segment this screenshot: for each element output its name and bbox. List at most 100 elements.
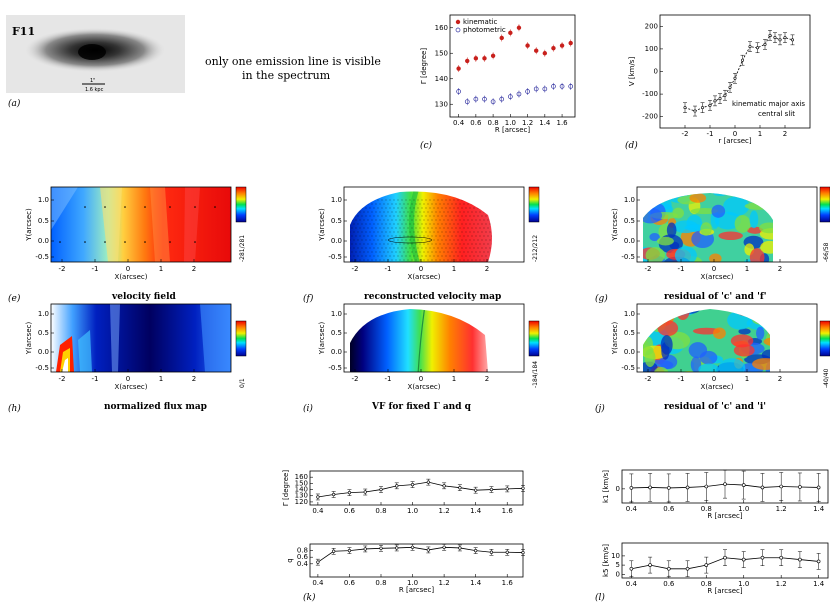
f-grid-dot (435, 203, 437, 205)
d-point (728, 85, 732, 89)
f-grid-dot (467, 235, 469, 237)
f-grid-dot (471, 219, 473, 221)
d-xtick-label: 0 (733, 130, 737, 138)
f-xtick-label: 1 (452, 265, 456, 273)
k2-point (521, 550, 525, 555)
f-grid-dot (427, 243, 429, 245)
f-grid-dot (449, 215, 451, 217)
d-legend-major-axis: kinematic major axis (732, 100, 805, 108)
f-grid-dot (433, 207, 435, 209)
panel-letter-c: (c) (420, 140, 433, 151)
panel-c-gamma-plot: 0.4 0.6 0.8 1.0 1.2 1.4 1.6 130 140 150 160 R [arcs… (420, 14, 576, 134)
f-grid-dot (385, 223, 387, 225)
f-grid-dot (467, 259, 469, 261)
h-ytick-label: -0.5 (35, 364, 49, 372)
f-grid-dot (439, 211, 441, 213)
l1-xlabel: R [arcsec] (707, 512, 742, 520)
blobs-g-blob (645, 247, 665, 262)
i-xtick-label: 1 (452, 375, 456, 383)
d-point (778, 38, 782, 42)
f-grid-dot (401, 255, 403, 257)
h-xlabel: X(arcsec) (115, 383, 148, 391)
f-grid-dot (437, 239, 439, 241)
f-grid-dot (389, 207, 391, 209)
f-grid-dot (433, 215, 435, 217)
f-grid-dot (353, 199, 355, 201)
f-grid-dot (413, 207, 415, 209)
e-xtick-label: 1 (159, 265, 163, 273)
f-grid-dot (363, 211, 365, 213)
f-grid-dot (441, 231, 443, 233)
f-grid-dot (441, 247, 443, 249)
d-point (748, 45, 752, 49)
panel-letter-d: (d) (625, 140, 638, 151)
f-grid-dot (397, 199, 399, 201)
f-grid-dot (441, 255, 443, 257)
f-grid-dot (357, 199, 359, 201)
f-grid-dot (433, 231, 435, 233)
f-grid-dot (481, 199, 483, 201)
panel-h-axes: -2 -1 0 1 2 1.0 0.5 0.0 -0.5 X(arcsec) Y(arcsec) (25, 303, 232, 391)
f-grid-dot (393, 255, 395, 257)
c-legend-marker-kinematic (455, 19, 461, 25)
f-grid-dot (417, 215, 419, 217)
f-grid-dot (427, 227, 429, 229)
f-grid-dot (437, 207, 439, 209)
f-grid-dot (449, 239, 451, 241)
f-grid-dot (379, 251, 381, 253)
f-grid-dot (383, 235, 385, 237)
f-grid-dot (457, 215, 459, 217)
f-grid-dot (487, 211, 489, 213)
f-grid-dot (385, 231, 387, 233)
l1-point (723, 482, 727, 486)
f-grid-dot (355, 243, 357, 245)
f-grid-dot (453, 199, 455, 201)
f-grid-dot (377, 199, 379, 201)
i-ytick-label: 1.0 (331, 310, 342, 318)
g-xtick-label: 2 (778, 265, 782, 273)
f-ylabel: Y(arcsec) (318, 208, 326, 242)
d-point (763, 42, 767, 46)
f-grid-dot (405, 207, 407, 209)
f-grid-dot (381, 207, 383, 209)
f-grid-dot (359, 251, 361, 253)
panel-d-rotation-curve: -2 -1 0 1 2 -200 -100 0 100 200 r [arcsec] V [km/s]… (628, 14, 811, 145)
d-point (713, 99, 717, 103)
panel-letter-h: (h) (8, 403, 21, 414)
f-grid-dot (375, 219, 377, 221)
f-grid-dot (449, 255, 451, 257)
f-grid-dot (489, 239, 491, 241)
f-grid-dot (401, 207, 403, 209)
f-grid-dot (409, 223, 411, 225)
k1-point (395, 484, 399, 488)
k1-xtick-label: 0.6 (344, 507, 356, 515)
f-grid-dot (461, 199, 463, 201)
f-grid-dot (435, 235, 437, 237)
f-grid-dot (443, 251, 445, 253)
f-grid-dot (391, 203, 393, 205)
f-grid-dot (350, 247, 351, 249)
f-grid-dot (461, 223, 463, 225)
f-grid-dot (415, 259, 417, 261)
l1-point (685, 485, 690, 490)
h-ytick-label: 0.0 (38, 348, 49, 356)
d-point (693, 109, 697, 113)
f-xtick-label: 0 (419, 265, 423, 273)
f-grid-dot (427, 203, 429, 205)
f-grid-dot (447, 219, 449, 221)
f-grid-dot (377, 231, 379, 233)
k2-point (332, 549, 336, 553)
k1-xtick-label: 1.6 (502, 507, 514, 515)
f-grid-dot (445, 215, 447, 217)
f-grid-dot (469, 223, 471, 225)
f-grid-dot (389, 215, 391, 217)
f-grid-dot (361, 239, 363, 241)
f-grid-dot (437, 199, 439, 201)
f-grid-dot (403, 211, 405, 213)
f-grid-dot (489, 215, 491, 217)
f-grid-dot (467, 251, 469, 253)
k2-point (379, 546, 383, 550)
f-grid-dot (383, 219, 385, 221)
f-grid-dot (367, 243, 369, 245)
k1-xtick-label: 1.4 (470, 507, 482, 515)
